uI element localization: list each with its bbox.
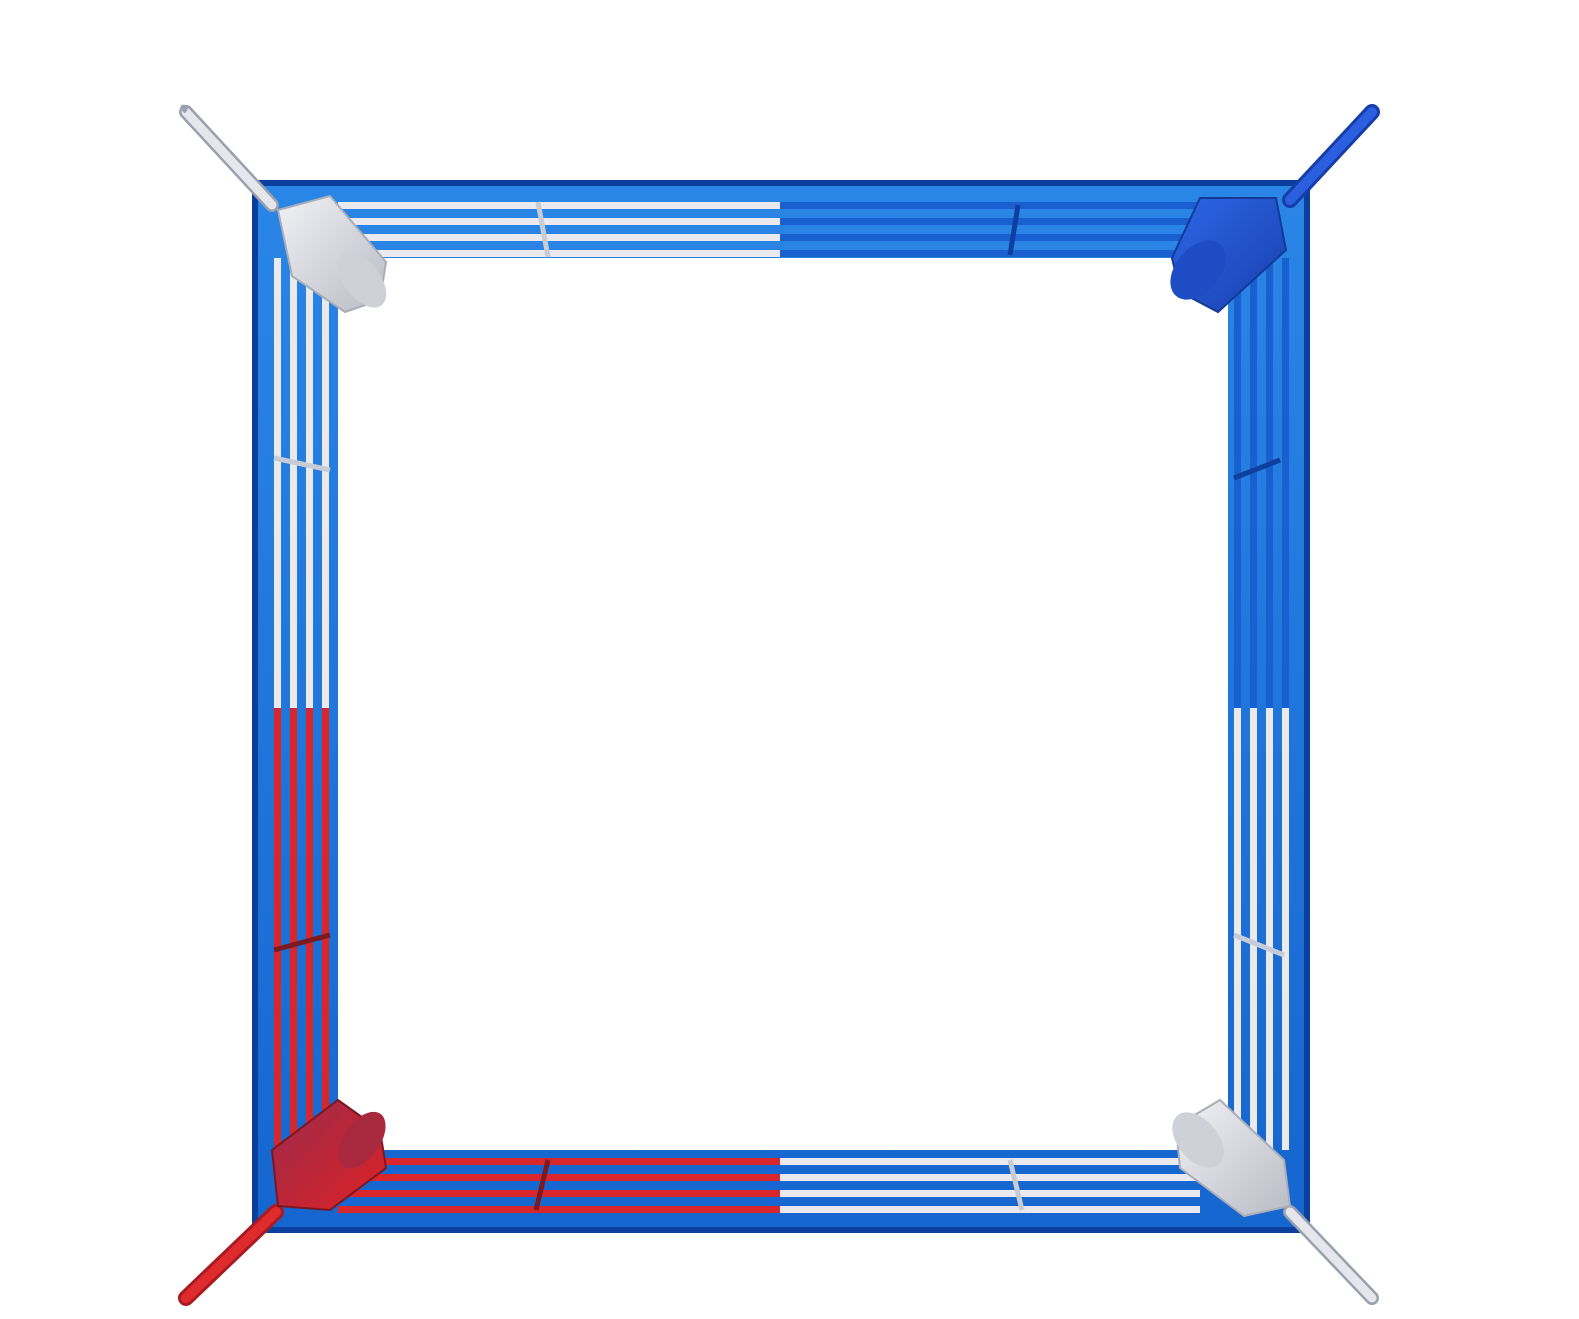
corner-pad-white-bottom-right — [1172, 1098, 1292, 1218]
corner-pad-red-bottom-left — [270, 1098, 388, 1212]
corner-post-bottom-left — [178, 1098, 388, 1306]
corner-post-top-right — [1170, 104, 1380, 314]
corner-post-top-left — [179, 104, 388, 314]
corner-post-bottom-right — [1172, 1098, 1379, 1305]
corner-pad-blue-top-right — [1170, 197, 1288, 314]
ropes-left — [273, 258, 331, 1150]
ring-apron — [252, 180, 1310, 1233]
ring-canvas — [338, 258, 1228, 1150]
ropes-top — [338, 201, 1200, 258]
ropes-bottom — [338, 1158, 1200, 1213]
ropes-right — [1233, 258, 1289, 1150]
corner-pad-white-top-left — [276, 194, 388, 314]
